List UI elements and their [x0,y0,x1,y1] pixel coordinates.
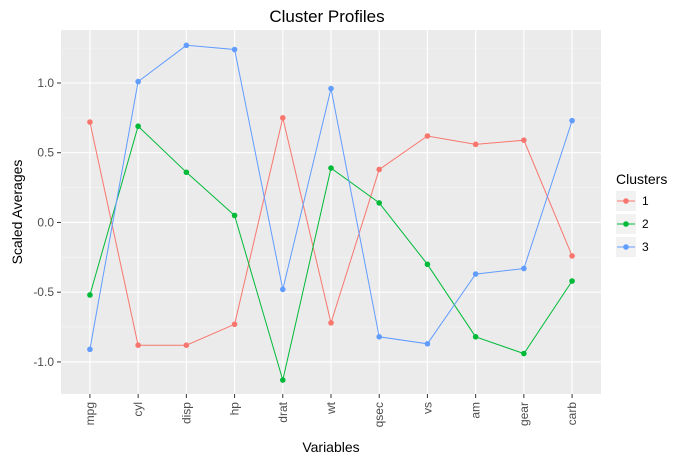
legend-label-3: 3 [642,240,649,254]
x-axis-title: Variables [302,439,359,455]
x-tick-label: disp [179,402,193,424]
data-point-3 [135,78,141,85]
major-gridlines [61,30,601,394]
data-point-3 [231,46,238,53]
legend-label-1: 1 [642,194,649,208]
legend-point-3 [623,244,629,250]
data-point-2 [569,278,575,284]
x-tick-label: hp [228,402,242,416]
data-point-1 [87,119,93,125]
data-point-3 [472,271,479,277]
x-tick-label: vs [420,402,434,414]
legend-title: Clusters [616,171,667,187]
data-point-2 [328,165,334,171]
data-point-2 [135,123,141,130]
y-tick-label: -0.5 [33,285,54,299]
data-point-3 [87,346,93,353]
data-point-2 [376,200,383,206]
x-tick-label: qsec [372,402,386,427]
data-point-2 [424,261,431,268]
y-axis: -1.0 -0.5 0.0 0.5 1.0 [33,76,61,369]
data-point-1 [135,342,141,348]
data-point-1 [521,137,527,143]
x-tick-label: cyl [131,402,145,417]
data-point-3 [569,117,575,124]
data-point-1 [279,115,286,121]
data-point-2 [183,169,190,176]
data-point-2 [231,212,238,219]
data-point-3 [521,265,527,272]
data-point-1 [376,166,383,173]
data-point-3 [376,334,383,340]
data-point-2 [521,350,527,357]
data-point-3 [424,340,431,347]
data-point-2 [279,377,286,383]
y-tick-label: 1.0 [37,76,54,90]
x-tick-label: mpg [83,402,97,425]
legend: Clusters 1 2 3 [616,171,667,257]
x-tick-label: gear [517,402,531,426]
data-point-1 [472,141,479,148]
data-point-1 [569,253,575,259]
data-point-1 [183,342,190,348]
x-tick-label: wt [324,401,338,415]
legend-point-2 [623,221,629,227]
chart-title: Cluster Profiles [269,7,384,26]
y-axis-title: Scaled Averages [9,160,25,265]
data-point-3 [279,286,286,293]
legend-label-2: 2 [642,217,649,231]
legend-point-1 [623,198,629,204]
x-tick-label: carb [565,402,579,426]
y-tick-label: 0.5 [37,146,54,160]
y-tick-label: 0.0 [37,215,54,229]
y-tick-label: -1.0 [33,355,54,369]
x-axis: mpg cyl disp hp drat wt qsec vs am gear carb [83,394,579,427]
series-layer [87,42,575,383]
data-point-2 [87,292,93,298]
x-tick-label: drat [276,401,290,422]
data-point-1 [328,320,334,326]
x-tick-label: am [469,402,483,419]
data-point-1 [424,133,431,139]
data-point-2 [472,334,479,340]
data-point-1 [231,321,238,328]
data-point-3 [328,85,334,92]
data-point-3 [183,42,190,49]
